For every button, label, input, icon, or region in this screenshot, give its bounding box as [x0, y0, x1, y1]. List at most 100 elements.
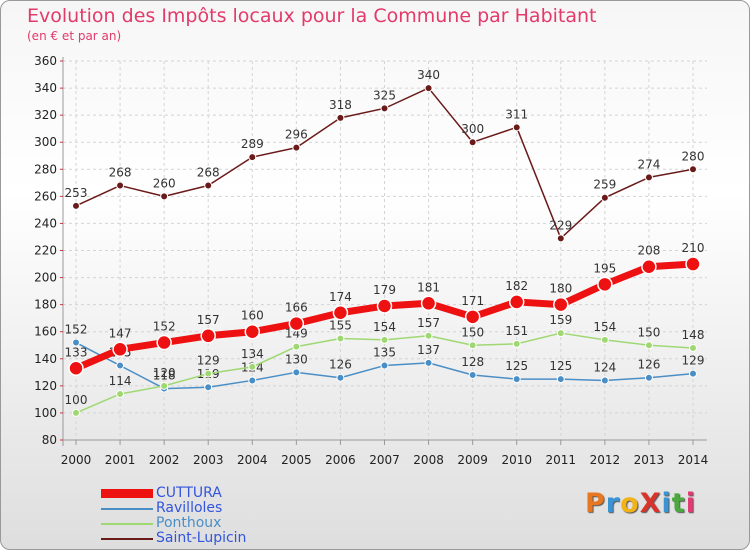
data-point: [116, 361, 125, 370]
data-point: [380, 361, 389, 370]
y-tick-label: 100: [34, 406, 57, 420]
data-label: 179: [373, 283, 396, 297]
data-label: 210: [682, 241, 705, 255]
data-label: 340: [417, 68, 440, 82]
data-label: 154: [373, 320, 396, 334]
chart-legend: CUTTURA Ravilloles Ponthoux Saint-Lupicin: [101, 485, 361, 546]
data-label: 325: [373, 88, 396, 102]
data-point: [292, 368, 301, 377]
data-label: 268: [197, 166, 220, 180]
data-point: [468, 371, 477, 380]
data-point: [468, 138, 477, 147]
data-label: 134: [241, 347, 264, 361]
x-tick-label: 2004: [237, 453, 268, 467]
legend-item: Saint-Lupicin: [101, 530, 361, 546]
data-label: 155: [329, 318, 352, 332]
data-point: [644, 173, 653, 182]
x-tick-label: 2003: [193, 453, 224, 467]
data-point: [641, 258, 657, 275]
proxiti-logo: ProXiti: [585, 488, 696, 519]
data-label: 157: [197, 313, 220, 327]
x-tick-label: 2005: [281, 453, 312, 467]
data-label: 120: [153, 366, 176, 380]
x-tick-label: 2007: [369, 453, 400, 467]
data-point: [420, 295, 437, 312]
data-point: [512, 123, 521, 132]
data-point: [600, 193, 609, 202]
data-label: 318: [329, 98, 352, 112]
data-label: 151: [505, 324, 528, 338]
data-point: [556, 329, 565, 338]
data-point: [689, 369, 697, 378]
data-point: [380, 104, 389, 113]
y-tick-label: 120: [34, 379, 57, 393]
data-point: [336, 334, 345, 343]
data-label: 195: [593, 261, 616, 275]
data-point: [248, 376, 257, 385]
data-point: [553, 296, 569, 313]
data-point: [600, 335, 609, 344]
y-tick-label: 200: [34, 271, 57, 285]
data-label: 149: [285, 327, 308, 341]
data-label: 147: [109, 326, 132, 340]
legend-swatch: [101, 489, 153, 498]
data-point: [512, 375, 521, 384]
data-label: 166: [285, 301, 308, 315]
data-label: 133: [65, 345, 88, 359]
data-point: [336, 373, 345, 382]
data-point: [464, 309, 481, 325]
data-label: 296: [285, 128, 308, 142]
legend-swatch: [101, 508, 153, 510]
data-label: 125: [549, 359, 572, 373]
x-tick-label: 2006: [325, 453, 356, 467]
data-label: 130: [285, 352, 308, 366]
data-point: [508, 294, 525, 310]
data-label: 171: [461, 294, 484, 308]
data-label: 152: [65, 323, 88, 337]
y-tick-label: 80: [42, 433, 57, 447]
legend-item: Ponthoux: [101, 515, 361, 531]
y-tick-label: 300: [34, 135, 57, 149]
data-label: 126: [637, 358, 660, 372]
data-point: [200, 328, 216, 344]
legend-label: CUTTURA: [156, 485, 222, 501]
data-label: 311: [505, 107, 528, 121]
data-label: 126: [329, 358, 352, 372]
data-point: [424, 331, 433, 340]
data-label: 181: [417, 280, 440, 294]
data-point: [116, 181, 125, 190]
data-label: 160: [241, 309, 264, 323]
data-point: [644, 341, 653, 350]
x-tick-label: 2000: [61, 453, 92, 467]
x-tick-label: 2011: [546, 453, 577, 467]
data-label: 118: [153, 369, 176, 383]
data-point: [204, 369, 213, 378]
data-label: 180: [549, 282, 572, 296]
data-label: 150: [637, 325, 660, 339]
x-tick-label: 2012: [590, 453, 621, 467]
data-point: [244, 323, 261, 340]
data-point: [160, 381, 169, 390]
data-label: 280: [682, 149, 705, 163]
data-point: [72, 338, 80, 347]
data-point: [116, 389, 125, 398]
x-tick-label: 2014: [678, 453, 709, 467]
x-tick-label: 2009: [457, 453, 488, 467]
y-tick-label: 260: [34, 189, 57, 203]
data-label: 148: [682, 328, 705, 342]
data-point: [72, 408, 80, 417]
data-label: 289: [241, 137, 264, 151]
logo-letter: o: [620, 488, 640, 519]
series-ponthoux: 100 114 120 129 134 149 155 154 157 150 151 159 154 1…: [65, 313, 705, 417]
y-tick-label: 180: [34, 298, 57, 312]
data-label: 137: [417, 343, 440, 357]
data-point: [600, 376, 609, 385]
x-tick-label: 2002: [149, 453, 180, 467]
data-point: [292, 143, 301, 152]
data-point: [644, 373, 653, 382]
data-point: [68, 360, 84, 377]
legend-label: Ravilloles: [156, 500, 223, 516]
data-label: 100: [65, 393, 88, 407]
legend-swatch: [101, 538, 153, 540]
data-point: [597, 276, 613, 293]
